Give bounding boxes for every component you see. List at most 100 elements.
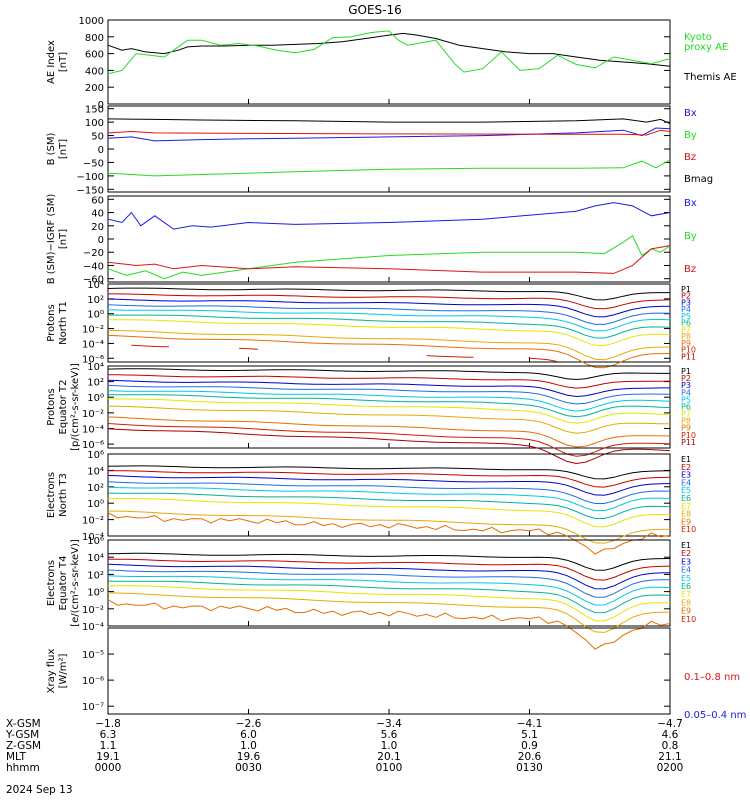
legend-entry: E2 (681, 549, 691, 558)
y-tick-label: −150 (77, 185, 104, 196)
y-axis-label: B (SM) (46, 132, 57, 165)
panel-8: 10⁻⁵ 10⁻⁶ 10⁻⁷ Xray flux [W/m²] 0.1–0.8 nm 0.0… (46, 627, 746, 721)
y-tick-label: 10⁻⁶ (82, 354, 104, 365)
date-label: 2024 Sep 13 (6, 784, 73, 796)
legend-entry: E9 (681, 517, 691, 526)
legend-entry: 0.05–0.4 nm (684, 710, 746, 721)
series-line-P3 (107, 298, 671, 318)
series-line (107, 234, 671, 280)
legend-entry: E6 (681, 582, 691, 591)
y-tick-label: −20 (83, 248, 104, 259)
y-tick-label: 10⁶ (87, 536, 104, 547)
y-tick-label: −100 (77, 172, 104, 183)
series-line-E6 (107, 580, 671, 614)
y-tick-label: 10⁻⁴ (82, 622, 104, 633)
legend-entry: P9 (681, 424, 691, 433)
series-line-P10 (131, 344, 169, 348)
y-tick-label: 800 (85, 33, 104, 44)
panel-frame (107, 627, 671, 715)
legend-entry: E8 (681, 598, 691, 607)
series-line-E8 (107, 510, 670, 544)
series-line-P10 (239, 347, 258, 350)
y-axis-label: North T1 (58, 301, 69, 345)
x-row-value: 20.6 (518, 751, 542, 763)
legend-entry: P3 (681, 381, 691, 390)
series-line (107, 202, 671, 230)
y-tick-label: 10² (87, 295, 104, 306)
x-row-value: 0200 (657, 762, 684, 774)
x-row-value: 0.9 (521, 740, 538, 752)
y-tick-label: 100 (85, 118, 104, 129)
y-axis-label: Protons (46, 304, 57, 341)
series-line-E5 (107, 575, 671, 606)
y-tick-label: 50 (91, 132, 104, 143)
legend-entry: P10 (681, 346, 696, 355)
series-line-E7 (108, 498, 671, 528)
x-row-value: 0000 (95, 762, 122, 774)
panel-2: −150 −100 −50 0 50 100 150 B (SM) [nT] Bx By Bz Bmag (46, 105, 713, 197)
y-tick-label: 10⁻² (82, 605, 104, 616)
series-line-P7 (108, 319, 671, 347)
legend-entry: By (684, 231, 697, 242)
legend-entry: P8 (681, 417, 691, 426)
x-row-value: 0130 (516, 762, 543, 774)
y-axis-label: Xray flux (46, 649, 57, 694)
y-tick-label: 10⁻⁶ (82, 440, 104, 451)
y-tick-label: 10⁰ (87, 393, 104, 404)
x-row-value: 19.6 (237, 751, 261, 763)
y-tick-label: 20 (91, 222, 104, 233)
x-row-value: −2.6 (236, 718, 262, 730)
legend-entry: P4 (681, 388, 691, 397)
legend-entry: P7 (681, 325, 691, 334)
y-tick-label: 10⁴ (87, 280, 104, 291)
series-line-E3 (107, 475, 671, 496)
legend-entry: E7 (681, 502, 691, 511)
y-tick-label: 150 (85, 105, 104, 116)
x-row-label: MLT (6, 751, 26, 763)
series-line-P4 (107, 304, 671, 325)
y-tick-label: 0 (98, 100, 104, 111)
legend-entry: E5 (681, 574, 691, 583)
series-line-P2 (108, 374, 671, 389)
y-tick-label: 200 (85, 83, 104, 94)
series-line-P1 (107, 368, 670, 381)
series-line-P1 (107, 287, 670, 301)
y-tick-label: 10⁻⁴ (82, 424, 104, 435)
series-line-P3 (107, 379, 670, 398)
series-line-E1 (107, 465, 671, 480)
legend-entry: P2 (681, 292, 691, 301)
panel-3: −60 −40 −20 0 20 40 60 B (SM)−IGRF (SM) [nT] Bx By… (46, 194, 697, 286)
y-tick-label: 10⁴ (87, 553, 104, 564)
series-line-E2 (108, 470, 671, 488)
y-tick-label: 400 (85, 66, 104, 77)
panel-frame (107, 19, 671, 105)
y-tick-label: 10⁻² (82, 325, 104, 336)
y-axis-label: [W/m²] (58, 653, 69, 688)
y-tick-label: 10⁻² (82, 409, 104, 420)
series-line (107, 118, 671, 124)
x-row-value: −3.4 (376, 718, 402, 730)
x-row-value: −1.8 (95, 718, 121, 730)
legend-entry: Themis AE (683, 72, 737, 83)
legend-entry: P4 (681, 305, 691, 314)
x-row-value: −4.7 (657, 718, 683, 730)
panel-7: 10⁶ 10⁴ 10² 10⁰ 10⁻² 10⁻⁴ Electrons Equator T4[… (46, 536, 696, 650)
legend-entry: E4 (681, 566, 691, 575)
y-tick-label: 10⁰ (87, 588, 104, 599)
legend-entry: Bx (684, 198, 697, 209)
y-tick-label: −40 (83, 261, 104, 272)
legend-entry: P7 (681, 410, 691, 419)
series-line (107, 32, 671, 67)
legend-entry: P5 (681, 312, 691, 321)
y-axis-label: [nT] (58, 229, 69, 249)
x-row-label: Y-GSM (5, 729, 39, 741)
x-axis-table: 2024 Sep 13 X-GSM −1.8 −2.6 −3.4 −4.1 −4.7 Y-G… (5, 718, 683, 796)
series-line (107, 129, 671, 136)
y-tick-label: −60 (83, 275, 104, 286)
legend-entry: P11 (681, 438, 696, 447)
legend-entry: P6 (681, 319, 691, 328)
series-line-P4 (107, 384, 671, 405)
x-row-label: X-GSM (6, 718, 41, 730)
